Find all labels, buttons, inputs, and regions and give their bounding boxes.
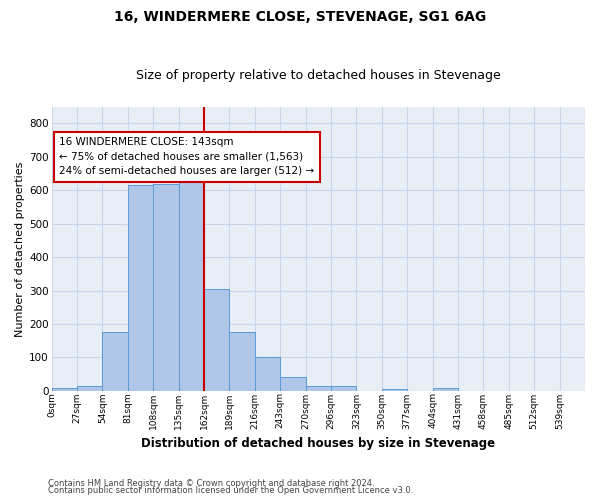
Bar xyxy=(255,358,280,391)
Bar xyxy=(331,386,356,391)
Y-axis label: Number of detached properties: Number of detached properties xyxy=(15,161,25,336)
Bar xyxy=(382,389,407,391)
Text: Contains public sector information licensed under the Open Government Licence v3: Contains public sector information licen… xyxy=(48,486,413,495)
Bar xyxy=(153,184,179,391)
Bar xyxy=(179,172,204,391)
X-axis label: Distribution of detached houses by size in Stevenage: Distribution of detached houses by size … xyxy=(141,437,496,450)
Bar xyxy=(280,377,305,391)
Bar xyxy=(128,186,153,391)
Bar xyxy=(433,388,458,391)
Text: 16 WINDERMERE CLOSE: 143sqm
← 75% of detached houses are smaller (1,563)
24% of : 16 WINDERMERE CLOSE: 143sqm ← 75% of det… xyxy=(59,137,314,176)
Bar xyxy=(52,388,77,391)
Bar xyxy=(229,332,255,391)
Bar xyxy=(103,332,128,391)
Title: Size of property relative to detached houses in Stevenage: Size of property relative to detached ho… xyxy=(136,69,500,82)
Text: 16, WINDERMERE CLOSE, STEVENAGE, SG1 6AG: 16, WINDERMERE CLOSE, STEVENAGE, SG1 6AG xyxy=(114,10,486,24)
Text: Contains HM Land Registry data © Crown copyright and database right 2024.: Contains HM Land Registry data © Crown c… xyxy=(48,478,374,488)
Bar xyxy=(204,289,229,391)
Bar xyxy=(77,386,103,391)
Bar xyxy=(305,386,331,391)
